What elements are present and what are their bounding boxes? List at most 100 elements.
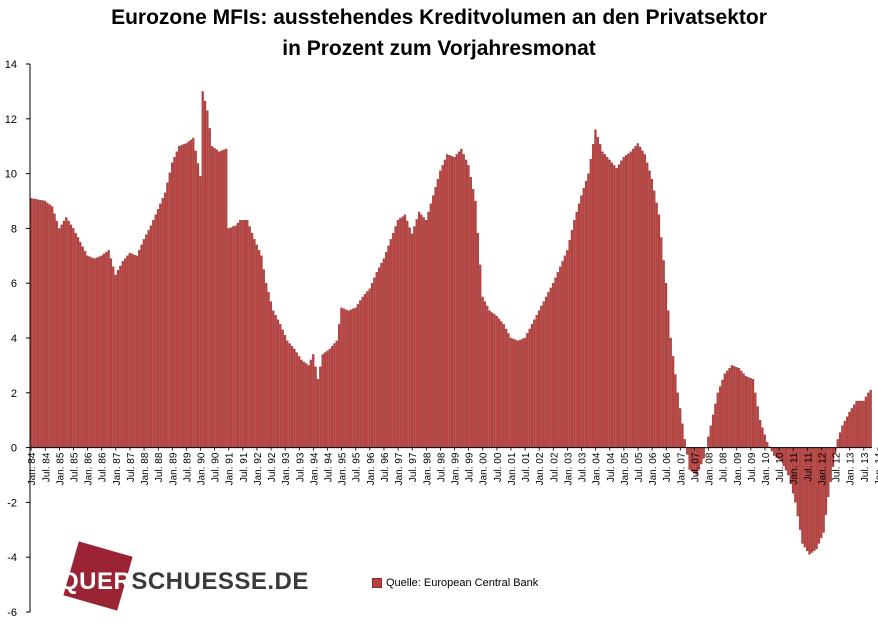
bar (542, 301, 545, 448)
y-tick-label: 10 (5, 169, 17, 181)
bar (55, 220, 58, 448)
bar (114, 274, 117, 448)
x-tick-label: Jul. 12 (832, 452, 843, 482)
bar (335, 340, 338, 448)
bar (342, 308, 345, 448)
x-tick-label: Jul. 00 (493, 452, 504, 482)
x-tick-label: Jan. 88 (140, 452, 151, 485)
bar (646, 162, 649, 448)
bar (707, 436, 710, 448)
bar (709, 425, 712, 448)
bar (58, 228, 61, 448)
bar (302, 361, 305, 448)
x-tick-label: Jan. 91 (225, 452, 236, 485)
bar (60, 224, 63, 448)
x-tick-label: Jul. 91 (239, 452, 250, 482)
bar (464, 159, 468, 448)
bar (740, 370, 743, 448)
legend: Quelle: European Central Bank (372, 577, 538, 589)
bar (185, 143, 188, 448)
bar (243, 220, 247, 448)
x-tick-label: Jul. 86 (98, 452, 109, 482)
bar (422, 217, 425, 448)
y-tick-label: -2 (7, 497, 17, 509)
bar (406, 220, 409, 448)
bar (401, 216, 404, 448)
bar (403, 214, 407, 448)
bar (100, 255, 103, 448)
x-tick-label: Jan. 92 (253, 452, 264, 485)
bar (580, 195, 583, 448)
bar (674, 374, 677, 448)
x-tick-label: Jan. 98 (422, 452, 433, 485)
bar (88, 256, 91, 448)
bar (347, 310, 350, 448)
x-tick-label: Jan. 89 (168, 452, 179, 485)
bar (450, 156, 454, 448)
bar (213, 147, 216, 448)
bar (721, 379, 724, 448)
bar (519, 339, 522, 448)
bar (229, 227, 233, 448)
bar (408, 227, 411, 448)
bar (427, 211, 430, 448)
x-tick-label: Jan. 07 (676, 452, 687, 485)
bar (601, 151, 604, 448)
bar (149, 225, 153, 448)
bar (467, 165, 470, 448)
bar (747, 377, 750, 448)
bar (502, 324, 505, 448)
bar (603, 154, 607, 448)
bar (81, 246, 84, 448)
x-tick-label: Jan. 00 (479, 452, 490, 485)
bar (641, 150, 644, 448)
x-tick-label: Jul. 06 (662, 452, 673, 482)
bar (664, 283, 668, 448)
bar (330, 346, 334, 448)
bar (860, 400, 863, 448)
bar (615, 167, 618, 448)
x-tick-label: Jan. 99 (451, 452, 462, 485)
bar (533, 319, 536, 448)
bar (432, 195, 435, 448)
bar (170, 162, 174, 448)
bar (260, 255, 263, 448)
bar (737, 368, 741, 448)
bar (655, 202, 658, 448)
x-tick-label: Jan. 03 (563, 452, 574, 485)
bar (490, 312, 494, 448)
bar (521, 338, 524, 448)
bar (512, 338, 515, 448)
bar (577, 203, 581, 448)
bar (36, 199, 40, 448)
bar (131, 253, 134, 448)
bar (415, 219, 418, 448)
bar (319, 366, 322, 448)
x-tick-label: Jul. 88 (154, 452, 165, 482)
bar (850, 408, 853, 448)
bar (683, 439, 686, 448)
logo-text-suffix: SCHUESSE.DE (131, 568, 309, 595)
bar (448, 155, 451, 448)
bar (735, 367, 738, 448)
bar (79, 241, 82, 448)
bar (133, 254, 136, 448)
bar (394, 226, 397, 448)
bar (194, 150, 197, 448)
bar (293, 348, 296, 448)
bar (631, 148, 635, 448)
x-tick-label: Jul. 07 (690, 452, 701, 482)
bar (69, 224, 73, 448)
bar (225, 148, 228, 448)
x-tick-label: Jan. 10 (761, 452, 772, 485)
bar (46, 202, 49, 448)
bar (620, 160, 623, 448)
bar (843, 420, 846, 448)
bar (561, 261, 564, 448)
x-tick-label: Jan. 93 (281, 452, 292, 485)
bar (544, 296, 548, 448)
x-tick-label: Jul. 08 (719, 452, 730, 482)
x-tick-label: Jan. 86 (84, 452, 95, 485)
bar (436, 178, 440, 448)
x-tick-label: Jul. 94 (324, 452, 335, 482)
